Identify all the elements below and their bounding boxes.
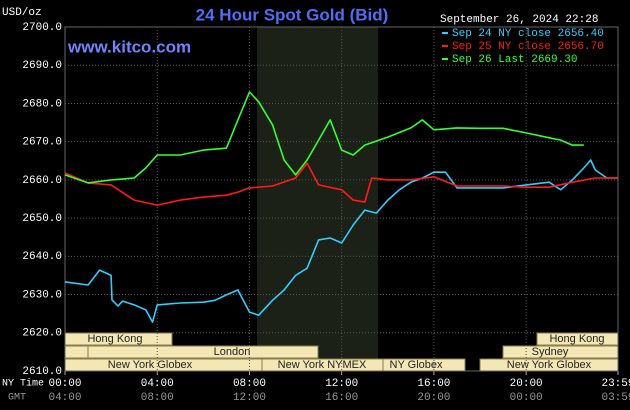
series-line xyxy=(64,91,584,184)
session-box xyxy=(64,345,89,359)
y-tick-label: 2660.0 xyxy=(22,175,62,187)
session-label: Hong Kong xyxy=(87,333,142,345)
x2-row-label: GMT xyxy=(8,393,26,404)
x-row-label: NY Time xyxy=(2,378,44,390)
x2-tick-label: 03:59 xyxy=(601,392,630,404)
x2-tick-label: 16:00 xyxy=(325,392,358,404)
series-line xyxy=(64,162,618,206)
x-tick-label: 20:00 xyxy=(510,378,543,390)
y-tick-label: 2630.0 xyxy=(22,289,62,301)
x2-tick-label: 08:00 xyxy=(141,392,174,404)
y-tick-label: 2700.0 xyxy=(22,22,62,34)
session-label: New York Globex xyxy=(507,359,592,371)
series-line xyxy=(64,159,618,323)
legend-label: Sep 24 NY close 2656.40 xyxy=(452,28,604,40)
chart-title: 24 Hour Spot Gold (Bid) xyxy=(196,5,389,24)
x-tick-label: 04:00 xyxy=(141,378,174,390)
y-tick-label: 2670.0 xyxy=(22,137,62,149)
x2-tick-label: 00:00 xyxy=(510,392,543,404)
y-unit: USD/oz xyxy=(2,7,42,19)
session-label: New York NYMEX xyxy=(278,359,367,371)
legend-label: Sep 25 NY close 2656.70 xyxy=(452,41,604,53)
watermark: www.kitco.com xyxy=(67,37,191,56)
session-label: New York Globex xyxy=(108,359,193,371)
x-tick-label: 00:00 xyxy=(48,378,81,390)
x-tick-label: 23:59 xyxy=(601,378,630,390)
session-label: London xyxy=(214,346,251,358)
y-tick-label: 2690.0 xyxy=(22,60,62,72)
x-tick-label: 12:00 xyxy=(325,378,358,390)
x2-tick-label: 12:00 xyxy=(233,392,266,404)
y-tick-label: 2650.0 xyxy=(22,213,62,225)
timestamp: September 26, 2024 22:28 xyxy=(440,14,598,26)
plot-border xyxy=(64,26,619,372)
x2-tick-label: 04:00 xyxy=(48,392,81,404)
legend-label: Sep 26 Last 2669.30 xyxy=(452,54,577,66)
x2-tick-label: 20:00 xyxy=(417,392,450,404)
y-tick-label: 2620.0 xyxy=(22,328,62,340)
session-box xyxy=(87,345,319,359)
session-label: NY Globex xyxy=(390,359,443,371)
x-tick-label: 16:00 xyxy=(417,378,450,390)
x-tick-label: 08:00 xyxy=(233,378,266,390)
nymex-shade xyxy=(257,27,378,371)
session-label: Sydney xyxy=(532,346,569,358)
y-tick-label: 2680.0 xyxy=(22,98,62,110)
sessions: Hong Kong Hong Kong London Sydney New Yo… xyxy=(64,332,619,372)
session-label: Hong Kong xyxy=(549,333,604,345)
y-tick-label: 2610.0 xyxy=(22,366,62,378)
y-tick-label: 2640.0 xyxy=(22,251,62,263)
